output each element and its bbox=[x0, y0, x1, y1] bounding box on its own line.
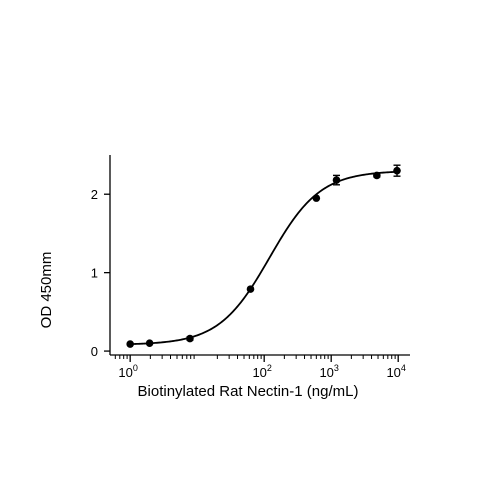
data-points-layer bbox=[126, 164, 401, 348]
x-axis-title: Biotinylated Rat Nectin-1 (ng/mL) bbox=[138, 383, 359, 400]
y-tick-label: 0 bbox=[91, 344, 98, 359]
tick-labels-layer: 0 1 2 100 102 103 104 bbox=[91, 187, 406, 380]
data-point-8 bbox=[393, 166, 401, 175]
data-point-4 bbox=[246, 285, 255, 293]
data-point-1 bbox=[126, 340, 134, 348]
data-point-5 bbox=[312, 194, 321, 202]
x-tick-label: 104 bbox=[386, 363, 405, 380]
axes bbox=[104, 155, 410, 362]
y-axis-title: OD 450mm bbox=[38, 252, 55, 329]
data-point-3 bbox=[186, 334, 194, 343]
x-tick-label: 103 bbox=[319, 363, 338, 380]
data-point-6 bbox=[332, 176, 341, 184]
y-tick-label: 1 bbox=[91, 266, 98, 281]
x-tick-label: 102 bbox=[252, 363, 271, 380]
data-point-7 bbox=[373, 171, 381, 180]
fit-curve bbox=[130, 170, 398, 345]
data-point-2 bbox=[145, 339, 154, 348]
x-tick-label: 100 bbox=[118, 363, 137, 380]
y-tick-label: 2 bbox=[91, 187, 98, 202]
fit-curve-layer bbox=[130, 170, 398, 345]
